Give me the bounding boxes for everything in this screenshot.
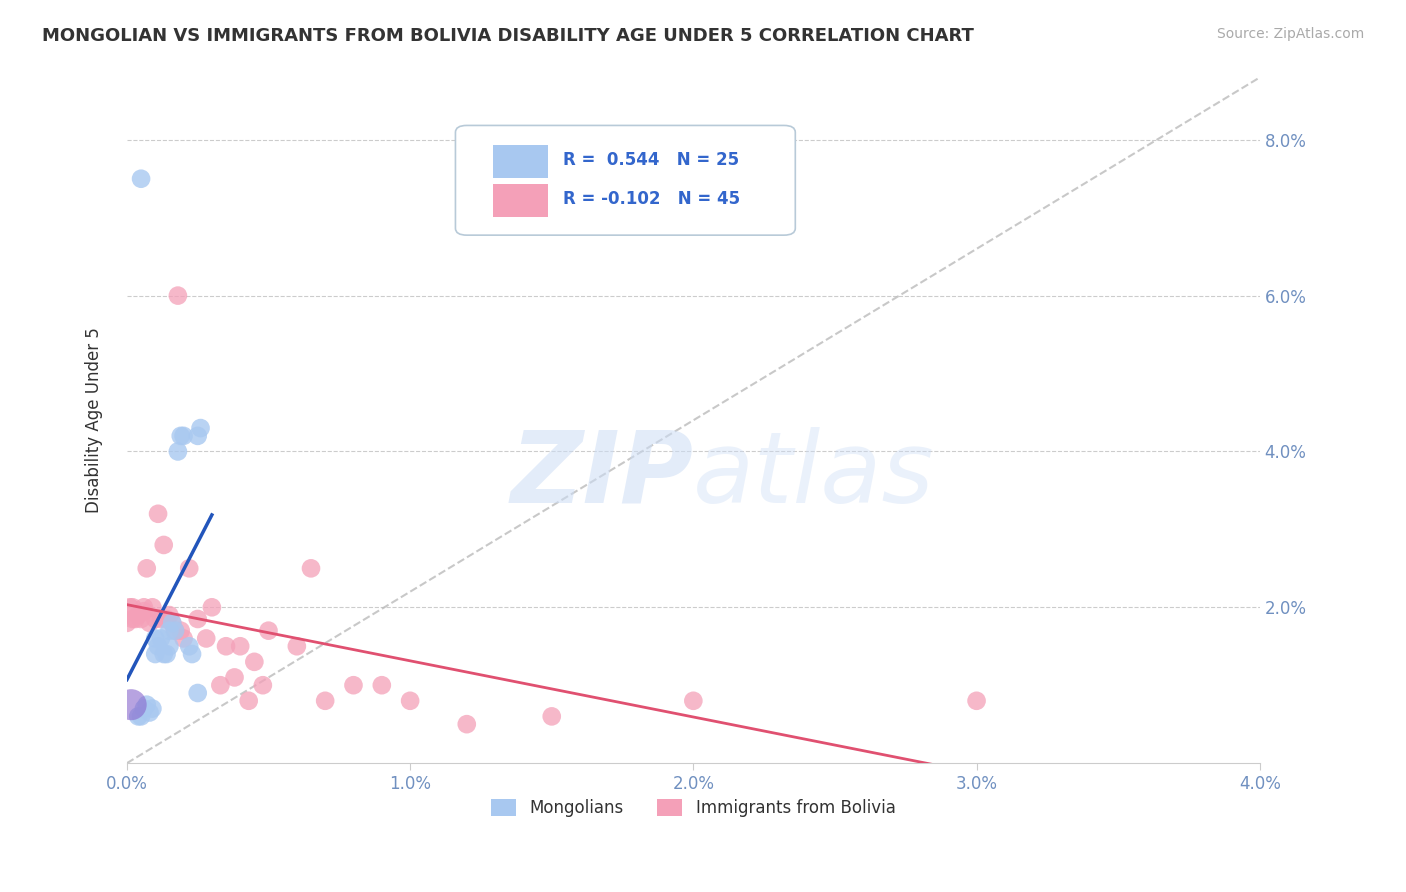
Point [224, 670, 246, 684]
Point [120, 698, 142, 712]
Point [195, 632, 218, 646]
Point [157, 639, 180, 653]
Point [141, 600, 163, 615]
Point [143, 647, 166, 661]
Y-axis label: Disability Age Under 5: Disability Age Under 5 [86, 327, 103, 513]
Point [187, 612, 209, 626]
Point [138, 706, 160, 720]
Point [173, 429, 195, 443]
Point [115, 615, 138, 630]
Legend: Mongolians, Immigrants from Bolivia: Mongolians, Immigrants from Bolivia [485, 792, 903, 823]
Point [181, 647, 204, 661]
Text: ZIP: ZIP [510, 426, 693, 524]
Point [132, 701, 155, 715]
Point [179, 561, 201, 575]
Point [146, 507, 169, 521]
Point [143, 612, 166, 626]
Point [257, 624, 280, 638]
Point [157, 624, 180, 638]
Point [129, 612, 152, 626]
Point [132, 604, 155, 618]
Point [243, 655, 266, 669]
Point [135, 698, 157, 712]
Point [155, 647, 177, 661]
Point [170, 429, 193, 443]
Text: Source: ZipAtlas.com: Source: ZipAtlas.com [1216, 27, 1364, 41]
Point [135, 561, 157, 575]
Point [146, 639, 169, 653]
Point [141, 701, 163, 715]
Point [173, 632, 195, 646]
Point [167, 288, 190, 302]
FancyBboxPatch shape [494, 184, 548, 218]
Point [201, 600, 224, 615]
Point [127, 608, 149, 623]
Point [127, 709, 149, 723]
Point [314, 694, 336, 708]
Point [399, 694, 422, 708]
Point [190, 421, 212, 435]
Point [165, 624, 187, 638]
Text: R = -0.102   N = 45: R = -0.102 N = 45 [562, 190, 740, 208]
Point [299, 561, 322, 575]
Point [285, 639, 308, 653]
Point [118, 600, 141, 615]
Point [129, 171, 152, 186]
Point [155, 612, 177, 626]
Point [143, 632, 166, 646]
Text: R =  0.544   N = 25: R = 0.544 N = 25 [562, 151, 740, 169]
Point [129, 709, 152, 723]
Point [157, 608, 180, 623]
FancyBboxPatch shape [494, 145, 548, 178]
Point [187, 686, 209, 700]
Point [252, 678, 274, 692]
Point [187, 429, 209, 443]
Point [238, 694, 260, 708]
Point [215, 639, 238, 653]
Point [342, 678, 364, 692]
Point [540, 709, 562, 723]
Point [152, 647, 174, 661]
Point [121, 600, 143, 615]
Point [149, 612, 172, 626]
Point [371, 678, 394, 692]
Point [152, 538, 174, 552]
Point [138, 615, 160, 630]
Point [456, 717, 478, 731]
Text: atlas: atlas [693, 426, 935, 524]
Point [229, 639, 252, 653]
Point [165, 624, 187, 638]
Point [121, 612, 143, 626]
Point [170, 624, 193, 638]
FancyBboxPatch shape [456, 126, 796, 235]
Point [179, 639, 201, 653]
Point [160, 615, 183, 630]
Point [682, 694, 704, 708]
Point [209, 678, 232, 692]
Point [149, 632, 172, 646]
Point [160, 615, 183, 630]
Text: MONGOLIAN VS IMMIGRANTS FROM BOLIVIA DISABILITY AGE UNDER 5 CORRELATION CHART: MONGOLIAN VS IMMIGRANTS FROM BOLIVIA DIS… [42, 27, 974, 45]
Point [124, 612, 146, 626]
Point [966, 694, 988, 708]
Point [132, 600, 155, 615]
Point [167, 444, 190, 458]
